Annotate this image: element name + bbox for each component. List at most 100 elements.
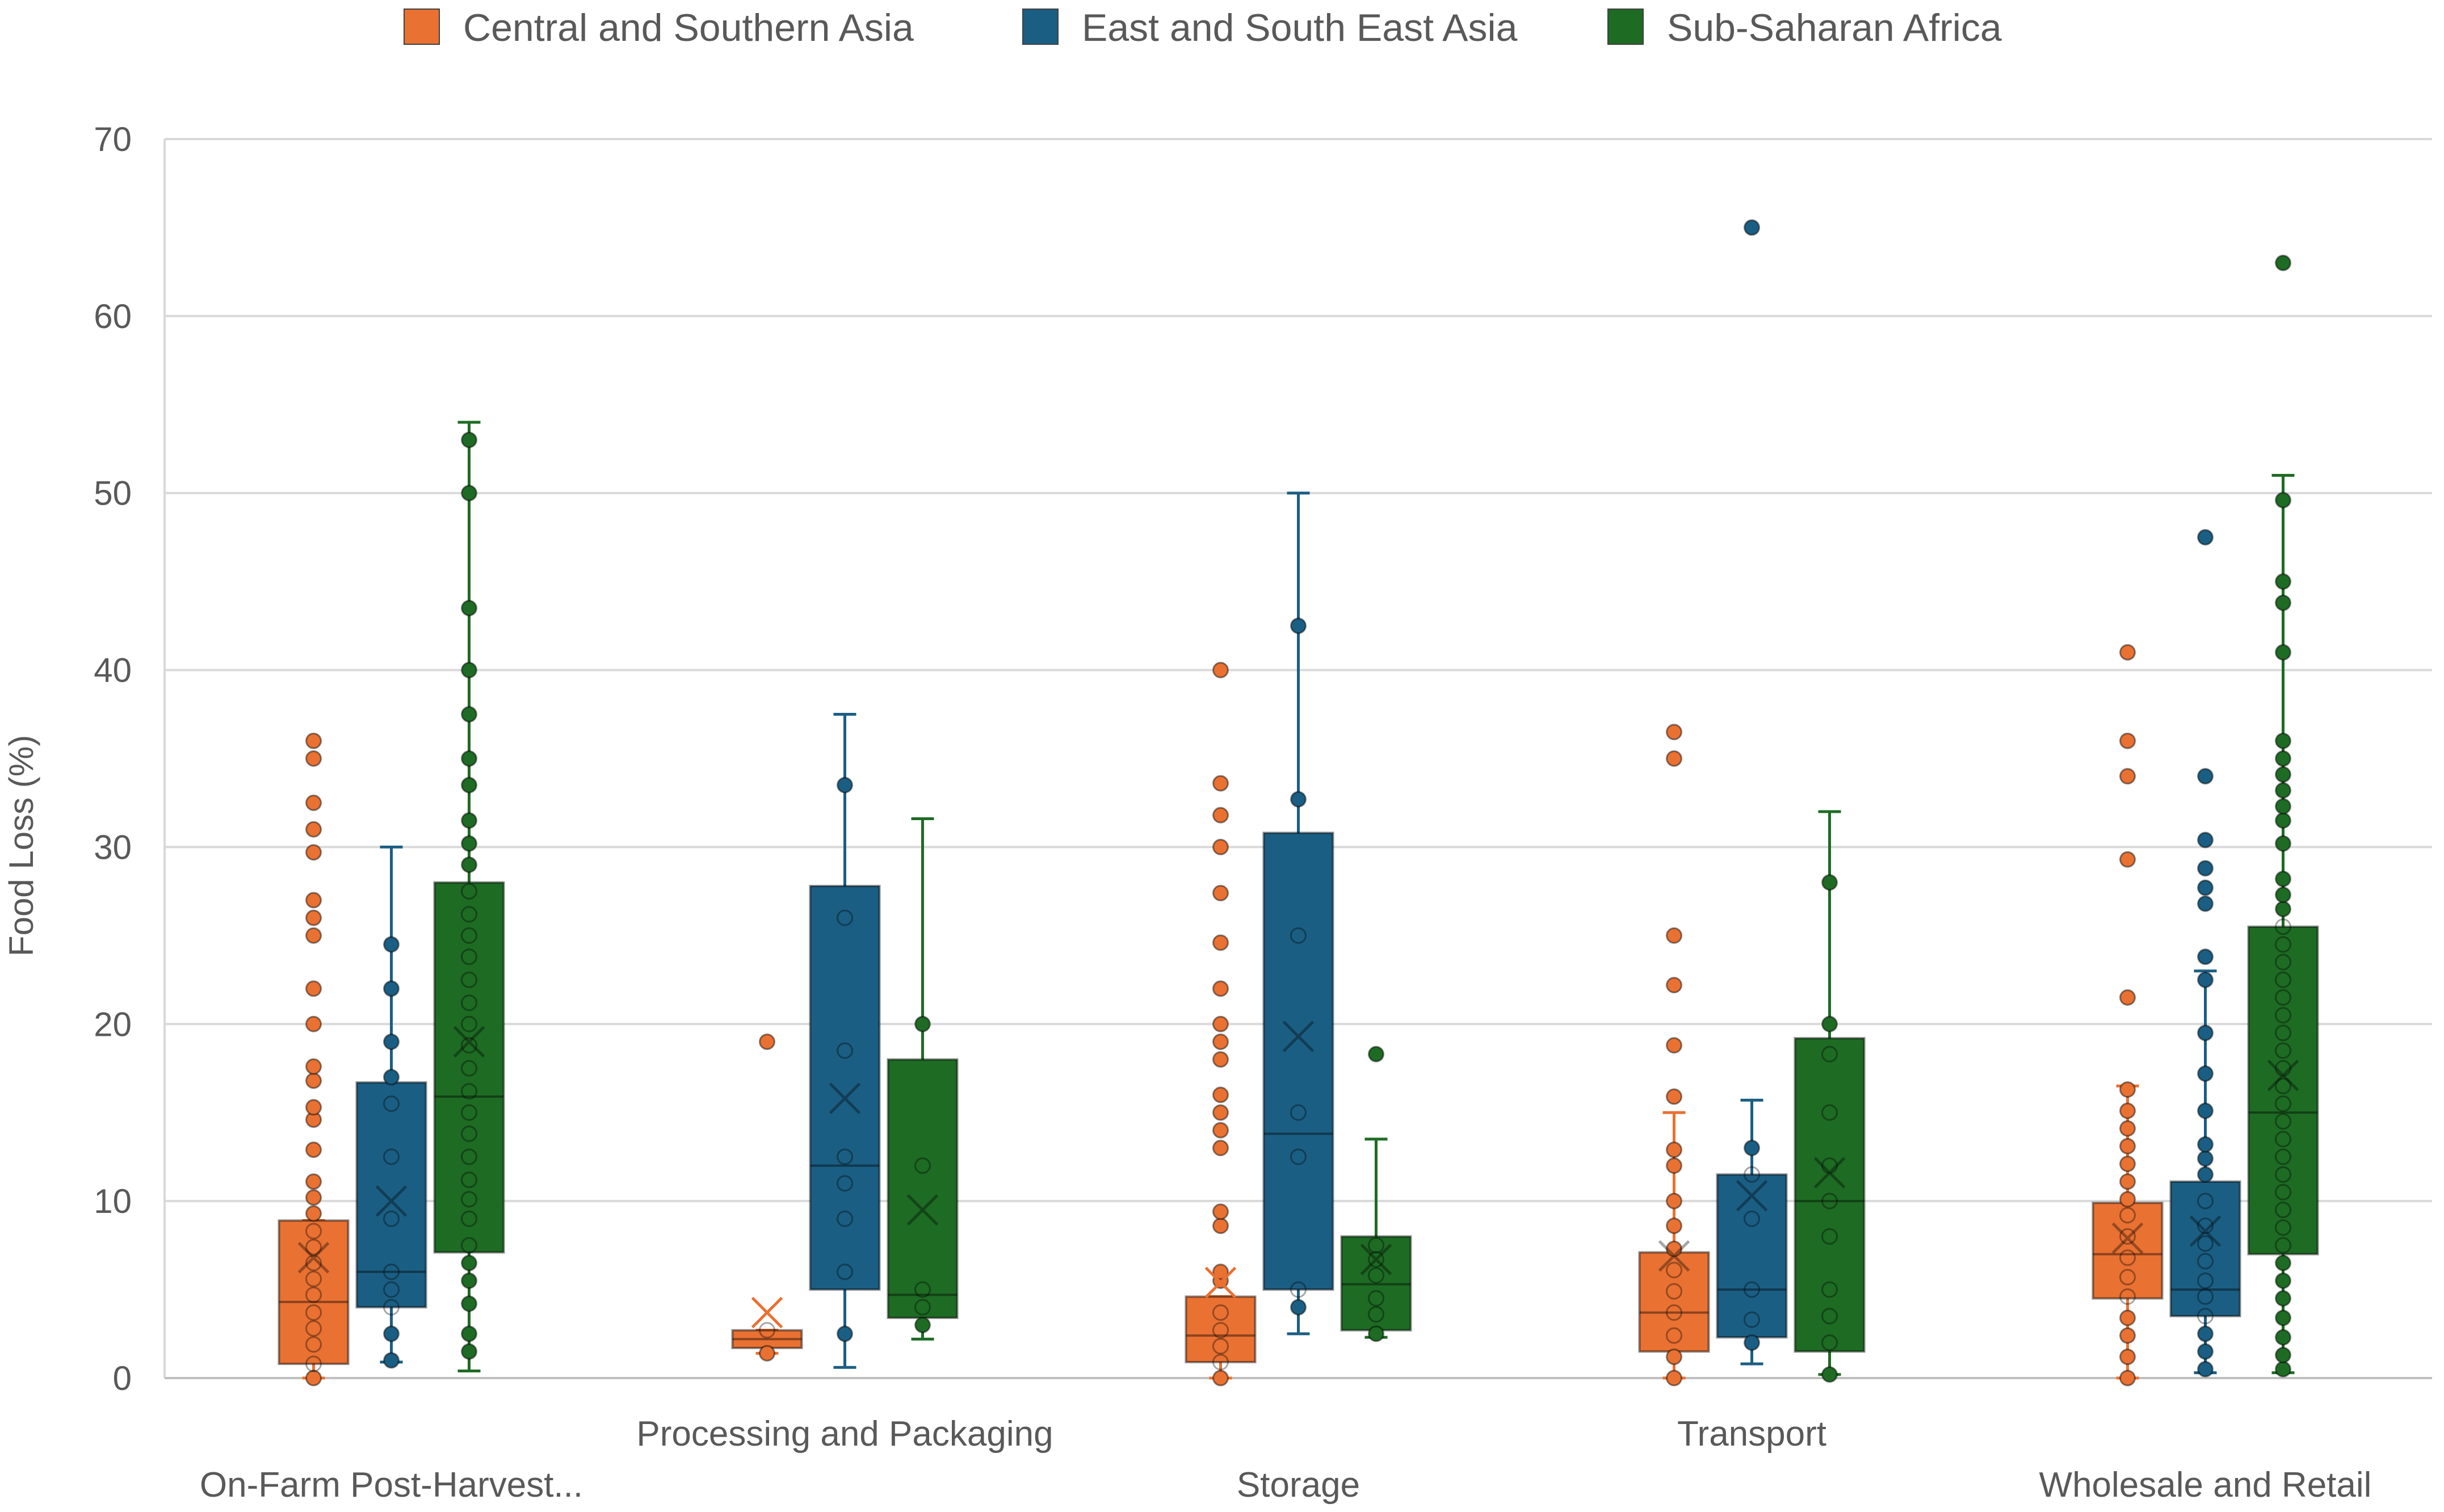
- data-point: [383, 936, 400, 953]
- data-point: [461, 1343, 477, 1360]
- data-point: [461, 994, 477, 1011]
- data-point: [2275, 1290, 2291, 1307]
- data-point: [461, 1104, 477, 1121]
- data-point: [1212, 1051, 1229, 1068]
- box-central-and-southern-asia-transport: [1638, 724, 1710, 1387]
- x-category-label: Transport: [1677, 1414, 1826, 1454]
- data-point: [461, 1171, 477, 1188]
- data-point: [461, 1210, 477, 1227]
- mean-marker: [2267, 1059, 2299, 1091]
- data-point: [2275, 1360, 2291, 1377]
- data-point: [305, 844, 322, 861]
- data-point: [305, 1099, 322, 1116]
- legend-label: East and South East Asia: [1082, 6, 1518, 49]
- data-point: [1744, 1166, 1760, 1183]
- data-point: [461, 706, 477, 723]
- data-point: [914, 1281, 931, 1298]
- data-point: [2197, 831, 2214, 849]
- data-point: [837, 909, 853, 926]
- x-category-label: On-Farm Post-Harvest...: [200, 1465, 583, 1505]
- data-point: [2119, 1173, 2136, 1190]
- data-point: [2275, 732, 2291, 749]
- data-point: [2119, 1191, 2136, 1208]
- legend-item-east-and-south-east-asia: East and South East Asia: [1022, 6, 1518, 49]
- data-point: [2275, 1148, 2291, 1165]
- data-point: [1666, 1192, 1682, 1209]
- data-point: [461, 1237, 477, 1254]
- data-point: [305, 1270, 322, 1287]
- data-point: [2119, 1137, 2136, 1154]
- data-point: [1666, 927, 1682, 944]
- data-point: [1821, 874, 1838, 891]
- data-point: [1666, 1037, 1682, 1054]
- data-point: [914, 1157, 931, 1174]
- data-point: [461, 812, 477, 829]
- data-point: [2197, 1343, 2214, 1360]
- data-point: [2197, 768, 2214, 785]
- data-point: [1666, 1088, 1682, 1105]
- iqr-box: [887, 1058, 959, 1319]
- data-point: [461, 1148, 477, 1165]
- data-point: [759, 1033, 775, 1050]
- data-point: [2275, 1024, 2291, 1041]
- iqr-box: [1262, 831, 1334, 1291]
- data-point: [2197, 1166, 2214, 1183]
- data-point: [305, 1336, 322, 1353]
- data-point: [1821, 1157, 1838, 1174]
- data-point: [2197, 1217, 2214, 1234]
- data-point: [2275, 1202, 2291, 1219]
- legend: Central and Southern Asia East and South …: [404, 6, 2002, 49]
- mean-marker: [829, 1082, 861, 1115]
- data-point: [2119, 1249, 2136, 1266]
- data-point: [2197, 529, 2214, 546]
- data-point: [1212, 1304, 1229, 1321]
- y-tick-label: 60: [94, 297, 132, 335]
- data-point: [2275, 1077, 2291, 1094]
- legend-swatch: [404, 9, 440, 45]
- data-point: [305, 1304, 322, 1321]
- data-point: [2275, 798, 2291, 815]
- data-point: [2119, 1349, 2136, 1366]
- data-point: [1744, 1210, 1760, 1227]
- data-point: [837, 1263, 853, 1280]
- data-point: [2119, 1269, 2136, 1286]
- box-east-and-south-east-asia-wholesale-and-retail: [2169, 529, 2241, 1377]
- data-point: [1821, 1045, 1838, 1062]
- data-point: [837, 776, 853, 793]
- data-point: [2119, 1081, 2136, 1098]
- data-point: [461, 431, 477, 448]
- data-point: [2197, 948, 2214, 965]
- data-point: [1821, 1104, 1838, 1121]
- data-point: [383, 1325, 400, 1342]
- data-point: [1666, 1240, 1682, 1257]
- data-point: [837, 1325, 853, 1342]
- data-point: [2275, 594, 2291, 611]
- data-point: [1368, 1251, 1384, 1268]
- data-point: [383, 1069, 400, 1086]
- iqr-box: [1794, 1037, 1866, 1353]
- data-point: [1666, 1349, 1682, 1366]
- data-point: [2275, 871, 2291, 888]
- data-point: [1744, 1311, 1760, 1328]
- data-point: [2119, 732, 2136, 749]
- data-point: [2197, 1136, 2214, 1153]
- data-point: [1212, 1370, 1229, 1387]
- mean-marker: [453, 1026, 485, 1058]
- data-point: [461, 1295, 477, 1312]
- mean-marker: [1204, 1266, 1237, 1299]
- data-point: [1212, 1217, 1229, 1234]
- data-point: [914, 1316, 931, 1333]
- data-point: [305, 980, 322, 997]
- data-point: [2119, 1207, 2136, 1224]
- data-point: [2275, 1329, 2291, 1346]
- y-tick-label: 40: [94, 652, 132, 690]
- iqr-box: [355, 1081, 427, 1309]
- data-point: [1212, 807, 1229, 824]
- series-east-and-south-east-asia: [355, 219, 2241, 1377]
- data-point: [1368, 1237, 1384, 1254]
- iqr-box: [731, 1329, 803, 1349]
- box-central-and-southern-asia-wholesale-and-retail: [2092, 644, 2164, 1387]
- data-point: [383, 1299, 400, 1316]
- data-point: [837, 1148, 853, 1165]
- box-sub-saharan-africa-transport: [1794, 810, 1866, 1383]
